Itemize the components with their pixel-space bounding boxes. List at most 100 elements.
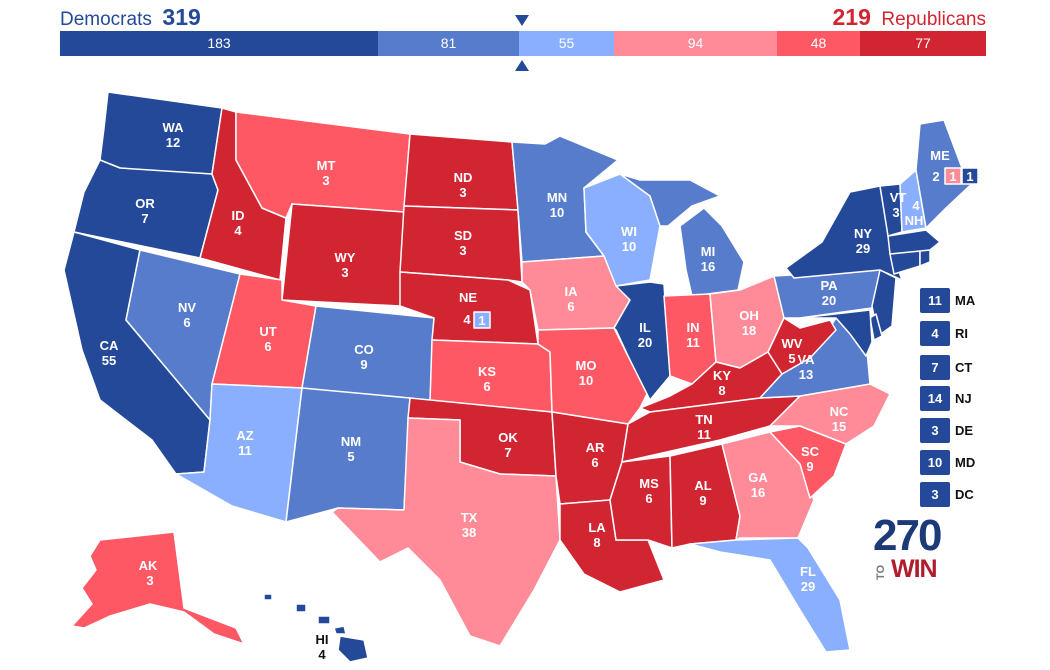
- label-FL-abbr: FL: [800, 564, 816, 579]
- state-MI[interactable]: [619, 173, 745, 297]
- label-OH-abbr: OH: [739, 308, 759, 323]
- label-IA-ev: 6: [567, 299, 574, 314]
- label-CO-abbr: CO: [354, 342, 374, 357]
- label-NC-abbr: NC: [830, 404, 849, 419]
- label-VA-ev: 13: [799, 367, 813, 382]
- logo-win: WIN: [891, 555, 938, 583]
- label-NY-abbr: NY: [854, 226, 872, 241]
- republicans-header: 219 Republicans: [832, 4, 986, 33]
- state-MA[interactable]: [887, 229, 941, 255]
- label-me2: 1: [966, 169, 973, 184]
- side-NJ-abbr: NJ: [955, 391, 972, 406]
- district-box-me2[interactable]: [961, 167, 979, 185]
- state-FL[interactable]: [689, 537, 851, 653]
- side-box-RI[interactable]: 4 RI: [920, 321, 968, 346]
- tally-safe-rep[interactable]: 77: [860, 31, 986, 56]
- svg-text:IA6: IA 6: [565, 284, 579, 314]
- svg-text:VT3: VT 3: [890, 190, 907, 220]
- label-PA-ev: 20: [822, 293, 836, 308]
- state-AK[interactable]: [71, 531, 245, 645]
- state-RI[interactable]: [919, 249, 931, 267]
- logo-number: 270: [873, 511, 942, 560]
- svg-text:MS6: MS 6: [639, 476, 659, 506]
- side-box-NJ[interactable]: 14 NJ: [920, 386, 972, 411]
- tally-likely-rep[interactable]: 48: [777, 31, 860, 56]
- democrats-label: Democrats: [60, 9, 152, 30]
- state-DE[interactable]: [869, 313, 883, 341]
- svg-text:SC9: SC 9: [801, 444, 820, 474]
- label-WI-ev: 10: [622, 239, 636, 254]
- label-NV-ev: 6: [183, 315, 190, 330]
- label-AK-ev: 3: [146, 573, 153, 588]
- side-MA-ev: 11: [928, 293, 942, 308]
- district-box-ne2[interactable]: [473, 311, 491, 329]
- label-AL-abbr: AL: [694, 478, 711, 493]
- tally-lean-dem[interactable]: 55: [519, 31, 614, 56]
- label-IN-ev: 11: [686, 335, 700, 350]
- label-NY-ev: 29: [856, 241, 870, 256]
- label-HI-abbr: HI: [316, 632, 329, 647]
- tally-safe-dem[interactable]: 183: [60, 31, 378, 56]
- label-PA-abbr: PA: [820, 278, 838, 293]
- label-IL-ev: 20: [638, 335, 652, 350]
- label-TN-abbr: TN: [695, 412, 712, 427]
- district-box-me1[interactable]: [944, 167, 962, 185]
- state-MD[interactable]: [799, 309, 873, 357]
- svg-text:ND3: ND 3: [454, 170, 473, 200]
- side-box-CT[interactable]: 7 CT: [920, 355, 972, 380]
- svg-text:MT3: MT 3: [317, 158, 336, 188]
- svg-text:CO9: CO 9: [354, 342, 374, 372]
- label-ND-ev: 3: [459, 185, 466, 200]
- label-ME-ev: 2: [932, 169, 939, 184]
- state-WV[interactable]: [767, 317, 837, 375]
- tally-likely-dem[interactable]: 81: [378, 31, 519, 56]
- state-IL[interactable]: [613, 281, 671, 401]
- side-box-MA[interactable]: 11 MA: [920, 288, 976, 313]
- svg-text:AL9: AL 9: [694, 478, 711, 508]
- label-OR-abbr: OR: [135, 196, 155, 211]
- label-SD-ev: 3: [459, 243, 466, 258]
- label-IA-abbr: IA: [565, 284, 579, 299]
- side-box-DC[interactable]: 3 DC: [920, 482, 974, 507]
- tally-lean-rep[interactable]: 94: [614, 31, 777, 56]
- label-WI-abbr: WI: [621, 224, 637, 239]
- democrats-header: Democrats 319: [60, 4, 201, 33]
- state-TX[interactable]: [331, 417, 561, 647]
- side-box-MD[interactable]: 10 MD: [920, 450, 975, 475]
- logo-to-mark: TO: [875, 564, 887, 580]
- state-WA[interactable]: [99, 91, 223, 175]
- label-OR-ev: 7: [141, 211, 148, 226]
- svg-text:WY3: WY 3: [335, 250, 356, 280]
- label-NH-ev: 4: [912, 198, 920, 213]
- label-AL-ev: 9: [699, 493, 706, 508]
- electoral-tally-bar: 183 81 55 94 48 77: [60, 31, 986, 56]
- label-OH-ev: 18: [742, 323, 756, 338]
- 270-marker-bottom-icon: [515, 60, 529, 71]
- 270towin-logo[interactable]: 270 TO WIN: [873, 514, 953, 584]
- svg-text:KS6: KS 6: [478, 364, 496, 394]
- side-box-DE[interactable]: 3 DE: [920, 418, 973, 443]
- label-CA-ev: 55: [102, 353, 116, 368]
- side-MD-abbr: MD: [955, 455, 975, 470]
- label-OK-ev: 7: [504, 445, 511, 460]
- svg-text:ID4: ID 4: [232, 208, 245, 238]
- state-MS[interactable]: [609, 455, 673, 549]
- label-NV-abbr: NV: [178, 300, 196, 315]
- label-AR-abbr: AR: [586, 440, 605, 455]
- state-HI[interactable]: [263, 593, 369, 663]
- label-NM-abbr: NM: [341, 434, 361, 449]
- svg-text:LA8: LA 8: [588, 520, 606, 550]
- side-MA-abbr: MA: [955, 293, 976, 308]
- label-CO-ev: 9: [360, 357, 367, 372]
- label-WA-abbr: WA: [163, 120, 185, 135]
- label-AZ-abbr: AZ: [236, 428, 253, 443]
- label-HI-ev: 4: [318, 647, 326, 662]
- state-SD[interactable]: [399, 205, 523, 283]
